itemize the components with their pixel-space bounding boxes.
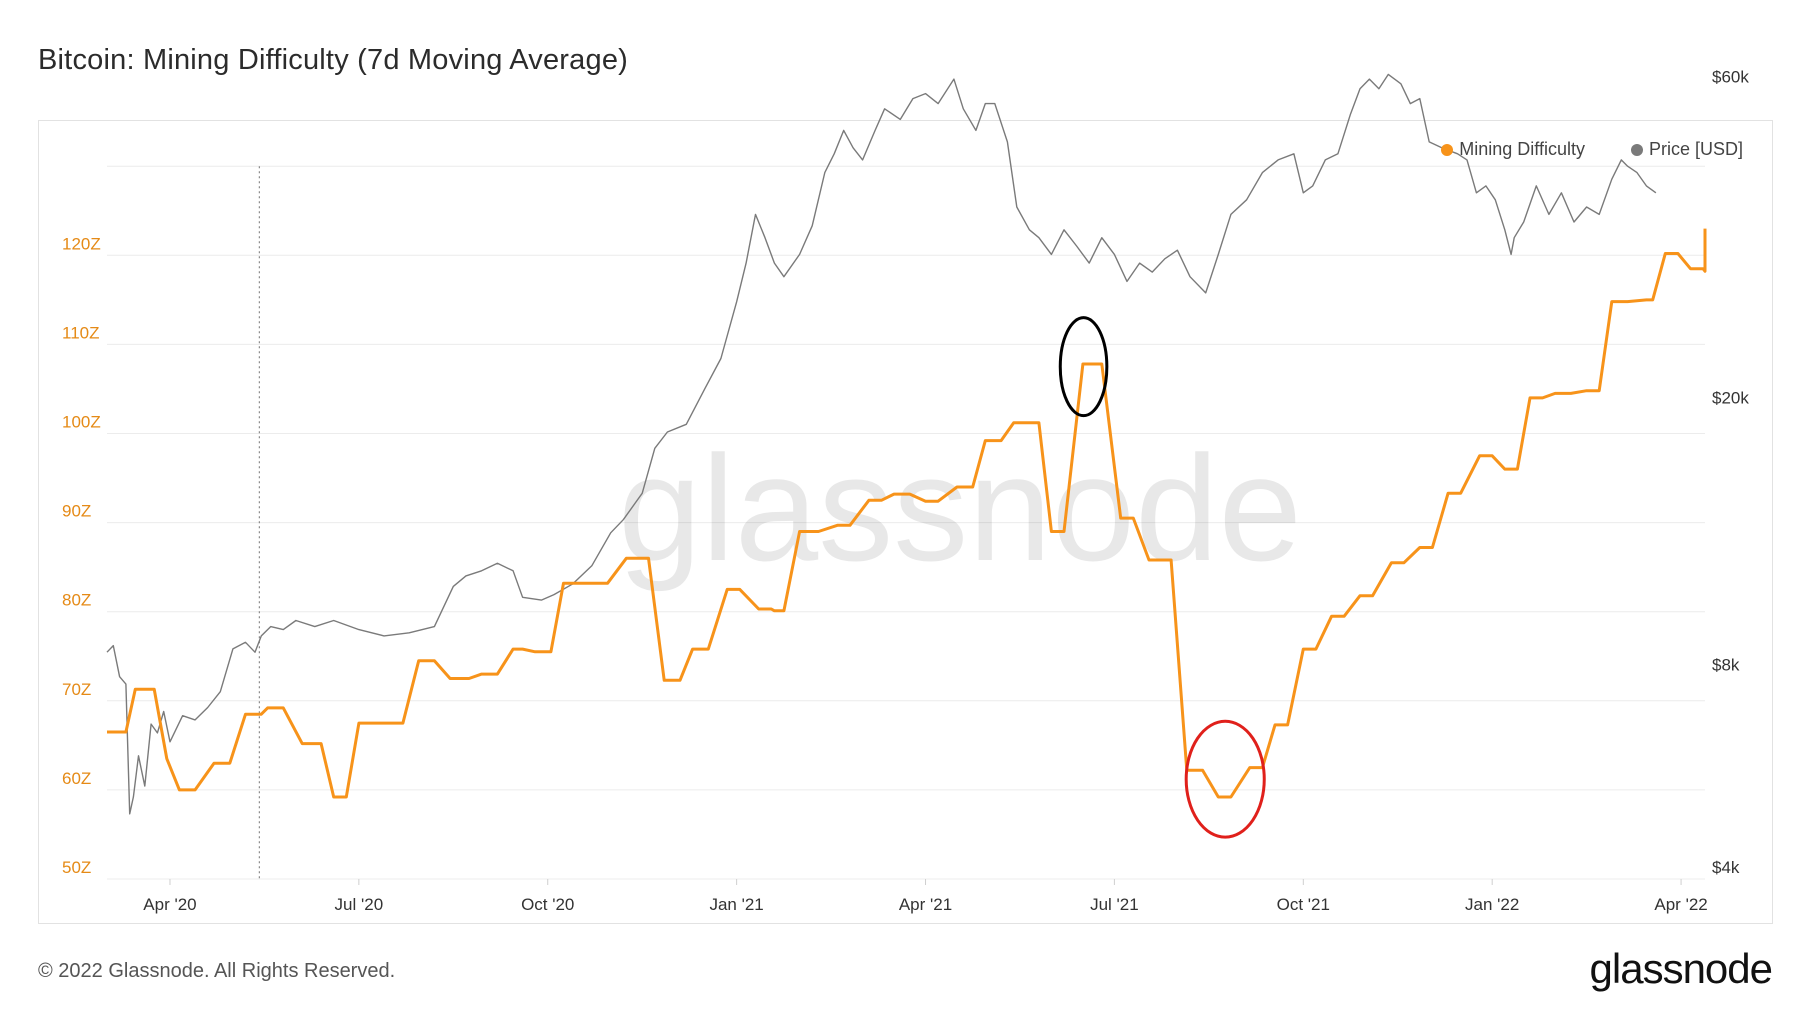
left-axis-tick-label: 100Z [62, 413, 101, 432]
legend-difficulty-dot [1441, 143, 1454, 156]
x-axis-tick-label: Oct '21 [1277, 895, 1330, 914]
right-axis-tick-label: $20k [1712, 388, 1749, 407]
x-axis-tick-label: Jul '21 [1090, 895, 1139, 914]
annotation-black-circle [1058, 316, 1109, 418]
legend-item-difficulty[interactable]: Mining Difficulty [1441, 139, 1585, 160]
left-axis-tick-label: 50Z [62, 858, 91, 877]
chart-frame [38, 120, 1773, 924]
annotation-red-circle [1184, 719, 1266, 839]
watermark-text: glassnode [618, 424, 1302, 592]
left-axis-tick-label: 60Z [62, 769, 91, 788]
x-axis-tick-label: Jan '22 [1465, 895, 1519, 914]
legend-item-price[interactable]: Price [USD] [1630, 139, 1743, 160]
price-line [106, 73, 1657, 815]
right-axis-tick-label: $4k [1712, 858, 1740, 877]
brand-logo[interactable]: glassnode [1589, 945, 1773, 992]
legend-price-dot [1630, 143, 1643, 156]
x-axis-tick-label: Apr '21 [899, 895, 952, 914]
left-axis-tick-label: 110Z [62, 323, 100, 342]
left-axis-tick-label: 120Z [62, 234, 101, 253]
copyright-footer: © 2022 Glassnode. All Rights Reserved. [38, 960, 396, 982]
left-axis-tick-label: 90Z [62, 502, 91, 521]
right-axis-tick-label: $60k [1712, 68, 1749, 87]
x-axis-tick-label: Oct '20 [521, 895, 574, 914]
left-axis-tick-label: 80Z [62, 591, 91, 610]
x-axis-tick-label: Jul '20 [335, 895, 384, 914]
difficulty-line [107, 228, 1707, 799]
left-axis-tick-label: 70Z [62, 680, 91, 699]
legend-difficulty-label: Mining Difficulty [1459, 139, 1585, 159]
x-axis-tick-label: Apr '20 [143, 895, 196, 914]
x-axis-tick-label: Jan '21 [709, 895, 763, 914]
right-axis-tick-label: $8k [1712, 656, 1740, 675]
chart-title: Bitcoin: Mining Difficulty (7d Moving Av… [38, 44, 629, 76]
x-axis-tick-label: Apr '22 [1654, 895, 1707, 914]
legend: Mining Difficulty Price [USD] [1441, 139, 1743, 160]
legend-price-label: Price [USD] [1648, 139, 1743, 159]
